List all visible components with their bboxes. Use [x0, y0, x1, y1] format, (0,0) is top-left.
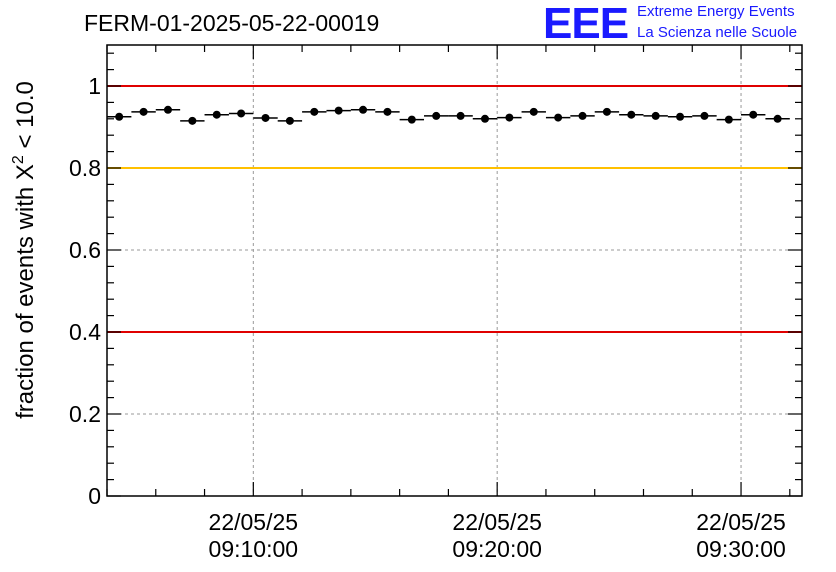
- axes: 00.20.40.60.8122/05/2509:10:0022/05/2509…: [69, 44, 803, 562]
- data-point: [554, 113, 563, 122]
- x-tick-label-time: 09:30:00: [696, 536, 786, 562]
- y-tick-label: 0.8: [69, 155, 101, 181]
- logo-line-2: La Scienza nelle Scuole: [637, 24, 798, 41]
- data-point: [188, 116, 197, 125]
- y-tick-label: 0.6: [69, 237, 101, 263]
- data-point: [724, 115, 733, 124]
- data-point: [139, 107, 148, 116]
- data-point: [456, 111, 465, 120]
- data-point: [505, 113, 514, 122]
- data-point: [651, 111, 660, 120]
- data-point: [602, 107, 611, 116]
- x-tick-label-date: 22/05/25: [696, 509, 786, 535]
- data-point: [163, 105, 172, 114]
- data-point: [627, 110, 636, 119]
- y-axis-label-chi: X: [12, 164, 39, 180]
- plot-frame: [106, 44, 803, 497]
- y-tick-label: 0.4: [69, 319, 101, 345]
- data-point: [310, 107, 319, 116]
- data-point: [676, 112, 685, 121]
- data-point: [773, 114, 782, 123]
- y-axis-label-tail: < 10.0: [12, 81, 39, 155]
- chart-title: FERM-01-2025-05-22-00019: [84, 10, 380, 36]
- data-point: [237, 109, 246, 118]
- y-axis-label-sup: 2: [10, 155, 27, 164]
- data-points: [107, 105, 790, 125]
- y-axis-label-main: fraction of events with: [12, 180, 39, 419]
- x-tick-label-date: 22/05/25: [452, 509, 542, 535]
- data-point: [529, 107, 538, 116]
- data-point: [115, 112, 124, 121]
- data-point: [383, 107, 392, 116]
- data-point: [261, 113, 270, 122]
- x-tick-label-time: 09:10:00: [209, 536, 299, 562]
- data-point: [212, 110, 221, 119]
- grid-layer: [107, 45, 802, 496]
- logo-line-1: Extreme Energy Events: [637, 3, 795, 20]
- data-point: [359, 105, 368, 114]
- x-tick-label-time: 09:20:00: [452, 536, 542, 562]
- data-point: [285, 116, 294, 125]
- x-tick-label-date: 22/05/25: [209, 509, 299, 535]
- eee-logo: EEE: [543, 0, 629, 48]
- data-point: [480, 114, 489, 123]
- data-point: [407, 115, 416, 124]
- data-point: [749, 110, 758, 119]
- y-axis-label: fraction of events with X2 < 10.0: [10, 81, 39, 419]
- reference-lines: [107, 85, 802, 333]
- data-point: [334, 106, 343, 115]
- data-point: [578, 111, 587, 120]
- y-tick-label: 0.2: [69, 401, 101, 427]
- data-point: [432, 111, 441, 120]
- data-point: [700, 111, 709, 120]
- y-tick-label: 0: [88, 483, 101, 509]
- y-tick-label: 1: [88, 73, 101, 99]
